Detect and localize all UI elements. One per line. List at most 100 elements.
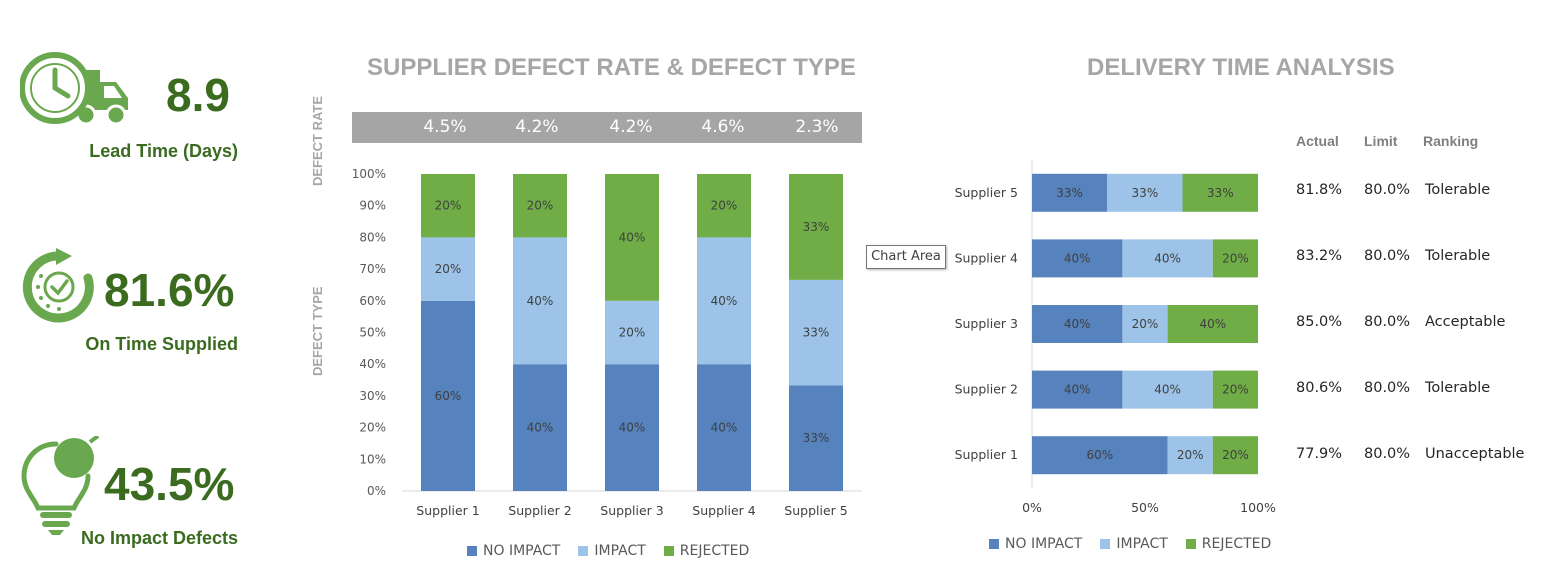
actual-cell: 80.6%	[1296, 380, 1343, 396]
bar-segment-impact	[697, 237, 751, 365]
lead-time-value: 8.9	[166, 69, 230, 121]
bar-segment-rejected	[1167, 305, 1258, 343]
legend-label: NO IMPACT	[483, 543, 561, 559]
legend-impact: IMPACT	[1100, 536, 1168, 552]
bar-segment-impact	[1122, 370, 1213, 409]
bar-data-label: 33%	[1056, 186, 1083, 200]
defect-type-chart[interactable]: 0% 10% 20% 30% 40% 50% 60% 70% 80% 90% 100% 60% 20% 2…	[340, 160, 880, 530]
bar-segment-impact	[1122, 305, 1168, 343]
y-tick-label: 30%	[359, 389, 386, 403]
bar-data-label: 20%	[1222, 448, 1249, 462]
legend-label: IMPACT	[594, 543, 646, 559]
bar-segment-impact	[605, 300, 659, 365]
legend-swatch	[1100, 539, 1111, 549]
lead-time-label: Lead Time (Days)	[89, 141, 238, 161]
bar-data-label: 60%	[435, 389, 462, 403]
bar-segment-impact	[421, 237, 475, 301]
actual-cell: 81.8%	[1296, 182, 1343, 198]
defect-chart-title: SUPPLIER DEFECT RATE & DEFECT TYPE	[367, 54, 856, 81]
on-time-value: 81.6%	[104, 264, 235, 316]
bar-data-label: 40%	[711, 421, 738, 435]
bar-segment-no-impact	[1032, 436, 1168, 475]
bar-segment-no-impact	[421, 300, 475, 491]
y-tick-label: 100%	[352, 167, 386, 181]
bar-data-label: 20%	[527, 199, 554, 213]
y-tick-label: 40%	[359, 357, 386, 371]
bar-data-label: 20%	[1222, 383, 1249, 397]
bar-data-label: 20%	[435, 262, 462, 276]
bar-segment-no-impact	[1032, 173, 1108, 212]
x-category-label: Supplier 3	[600, 503, 663, 518]
bar-data-label: 33%	[803, 326, 830, 340]
x-category-label: Supplier 4	[692, 503, 755, 518]
delivery-time-chart[interactable]: Supplier 5 33% 33% 33% Supplier 4 40% 40% 20% Su…	[940, 160, 1290, 520]
bar-segment-rejected	[1212, 370, 1258, 409]
bar-segment-rejected	[697, 174, 751, 238]
bar-segment-impact	[1122, 239, 1213, 278]
bar-data-label: 20%	[1177, 448, 1204, 462]
bar-segment-impact	[789, 279, 843, 386]
y-category-label: Supplier 2	[955, 382, 1018, 397]
bar-segment-impact	[1107, 173, 1183, 212]
no-impact-label: No Impact Defects	[80, 528, 238, 548]
bar-segment-rejected	[605, 174, 659, 301]
defect-rate-value: 4.2%	[609, 117, 653, 137]
bar-segment-rejected	[1182, 173, 1258, 212]
bar-segment-no-impact	[1032, 370, 1123, 409]
ranking-cell: Unacceptable	[1425, 446, 1525, 462]
lightbulb-icon	[21, 436, 100, 535]
x-category-label: Supplier 1	[416, 503, 479, 518]
bar-data-label: 40%	[1154, 251, 1181, 265]
defect-rate-band: 4.5% 4.2% 4.2% 4.6% 2.3%	[352, 112, 862, 143]
table-header-limit: Limit	[1364, 133, 1398, 149]
bar-data-label: 20%	[435, 199, 462, 213]
bar-data-label: 40%	[1199, 317, 1226, 331]
x-category-label: Supplier 2	[508, 503, 571, 518]
limit-cell: 80.0%	[1364, 248, 1411, 264]
legend-impact: IMPACT	[578, 543, 646, 559]
bar-data-label: 40%	[711, 294, 738, 308]
bar-data-label: 40%	[527, 421, 554, 435]
y-tick-label: 20%	[359, 421, 386, 435]
bar-segment-rejected	[789, 174, 843, 280]
delivery-truck-clock-icon	[20, 52, 128, 126]
bar-data-label: 20%	[1222, 251, 1249, 265]
delivery-chart-title: DELIVERY TIME ANALYSIS	[1087, 54, 1395, 81]
ranking-cell: Tolerable	[1425, 380, 1491, 396]
y-tick-label: 60%	[359, 294, 386, 308]
bar-segment-impact	[1167, 436, 1213, 475]
x-tick-label: 0%	[1022, 500, 1042, 515]
bar-segment-no-impact	[789, 385, 843, 491]
bar-segment-rejected	[513, 174, 567, 238]
y-tick-label: 80%	[359, 230, 386, 244]
actual-cell: 77.9%	[1296, 446, 1343, 462]
chart-area-tooltip: Chart Area	[866, 245, 946, 269]
y-category-label: Supplier 1	[955, 447, 1018, 462]
y-tick-label: 70%	[359, 262, 386, 276]
ranking-cell: Tolerable	[1425, 248, 1491, 264]
bar-segment-no-impact	[605, 364, 659, 491]
y-tick-label: 90%	[359, 199, 386, 213]
y-tick-label: 0%	[367, 484, 386, 498]
bar-data-label: 60%	[1086, 448, 1113, 462]
actual-cell: 83.2%	[1296, 248, 1343, 264]
bar-data-label: 40%	[1064, 383, 1091, 397]
legend-swatch	[989, 539, 999, 549]
no-impact-value: 43.5%	[104, 458, 235, 510]
x-tick-label: 50%	[1131, 500, 1159, 515]
bar-segment-no-impact	[513, 364, 567, 491]
limit-cell: 80.0%	[1364, 182, 1411, 198]
bar-data-label: 33%	[803, 431, 830, 445]
bar-data-label: 40%	[1064, 317, 1091, 331]
bar-segment-rejected	[1212, 239, 1258, 278]
delivery-chart-legend: NO IMPACT IMPACT REJECTED	[989, 536, 1289, 552]
y-category-label: Supplier 4	[955, 250, 1018, 265]
legend-swatch	[578, 546, 589, 556]
bar-data-label: 20%	[619, 326, 646, 340]
defect-rate-value: 4.2%	[515, 117, 559, 137]
on-time-label: On Time Supplied	[85, 334, 238, 354]
legend-swatch	[663, 546, 674, 556]
legend-no-impact: NO IMPACT	[467, 543, 560, 559]
bar-segment-rejected	[1212, 436, 1258, 475]
bar-data-label: 33%	[803, 220, 830, 234]
